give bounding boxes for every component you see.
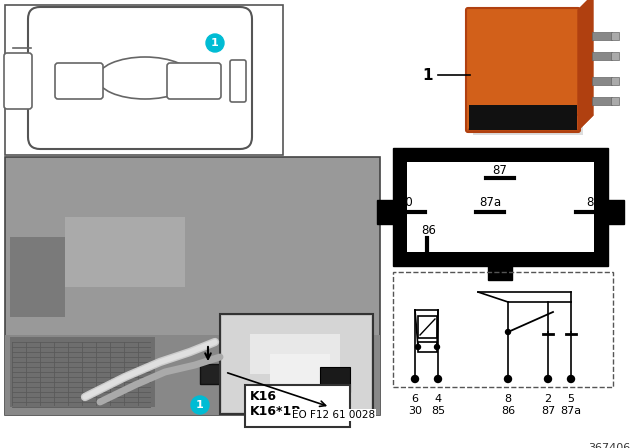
Text: 30: 30	[399, 195, 413, 208]
Bar	[10, 337, 155, 407]
Bar	[222, 316, 371, 412]
Circle shape	[206, 34, 224, 52]
Circle shape	[415, 345, 420, 349]
Bar	[473, 15, 583, 135]
Bar	[592, 52, 612, 60]
Ellipse shape	[97, 57, 193, 99]
Bar	[592, 32, 612, 40]
Text: 86: 86	[501, 406, 515, 416]
FancyBboxPatch shape	[4, 53, 32, 109]
Circle shape	[191, 396, 209, 414]
Circle shape	[504, 375, 511, 383]
Bar	[488, 266, 512, 280]
FancyBboxPatch shape	[466, 8, 580, 132]
Bar	[245, 385, 350, 427]
Text: 1: 1	[196, 400, 204, 410]
Bar	[407, 162, 594, 252]
Bar	[250, 334, 340, 374]
Bar	[270, 354, 330, 384]
FancyBboxPatch shape	[28, 7, 252, 149]
Text: 1: 1	[422, 68, 433, 82]
Bar	[592, 97, 612, 105]
Text: EO F12 61 0028: EO F12 61 0028	[292, 410, 375, 420]
Bar	[5, 157, 380, 415]
Text: 87a: 87a	[479, 195, 501, 208]
Text: 5: 5	[568, 394, 575, 404]
Circle shape	[435, 375, 442, 383]
Circle shape	[545, 375, 552, 383]
Bar	[65, 217, 185, 287]
Text: 30: 30	[408, 406, 422, 416]
Bar	[320, 367, 350, 392]
Bar	[10, 237, 65, 317]
Text: 1: 1	[211, 38, 219, 48]
Text: K16: K16	[250, 390, 277, 403]
FancyBboxPatch shape	[167, 63, 221, 99]
FancyBboxPatch shape	[230, 60, 246, 102]
Bar	[5, 335, 380, 415]
FancyBboxPatch shape	[55, 63, 103, 99]
Polygon shape	[315, 389, 335, 404]
Circle shape	[568, 375, 575, 383]
Polygon shape	[578, 0, 593, 130]
Bar	[592, 77, 612, 85]
Text: K16*1B: K16*1B	[250, 405, 301, 418]
Polygon shape	[468, 115, 593, 130]
Text: 85: 85	[431, 406, 445, 416]
Text: 87: 87	[541, 406, 555, 416]
Text: 6: 6	[412, 394, 419, 404]
Text: 367406: 367406	[588, 443, 630, 448]
Bar	[393, 148, 608, 266]
Text: 8: 8	[504, 394, 511, 404]
Text: 4: 4	[435, 394, 442, 404]
Bar	[5, 5, 283, 155]
Bar	[611, 32, 619, 40]
Bar	[611, 77, 619, 85]
Bar	[611, 97, 619, 105]
Bar	[418, 342, 437, 352]
Circle shape	[435, 345, 440, 349]
Bar	[418, 316, 437, 338]
Text: 87: 87	[493, 164, 508, 177]
Text: 2: 2	[545, 394, 552, 404]
Bar	[608, 200, 624, 224]
Circle shape	[412, 375, 419, 383]
Text: 86: 86	[422, 224, 436, 237]
Bar	[200, 364, 228, 384]
Circle shape	[506, 329, 511, 335]
Bar	[611, 52, 619, 60]
Bar	[377, 200, 393, 224]
Bar	[469, 105, 577, 130]
Bar	[393, 272, 613, 387]
Text: 87a: 87a	[561, 406, 582, 416]
Text: 85: 85	[587, 195, 602, 208]
Bar	[220, 314, 373, 414]
